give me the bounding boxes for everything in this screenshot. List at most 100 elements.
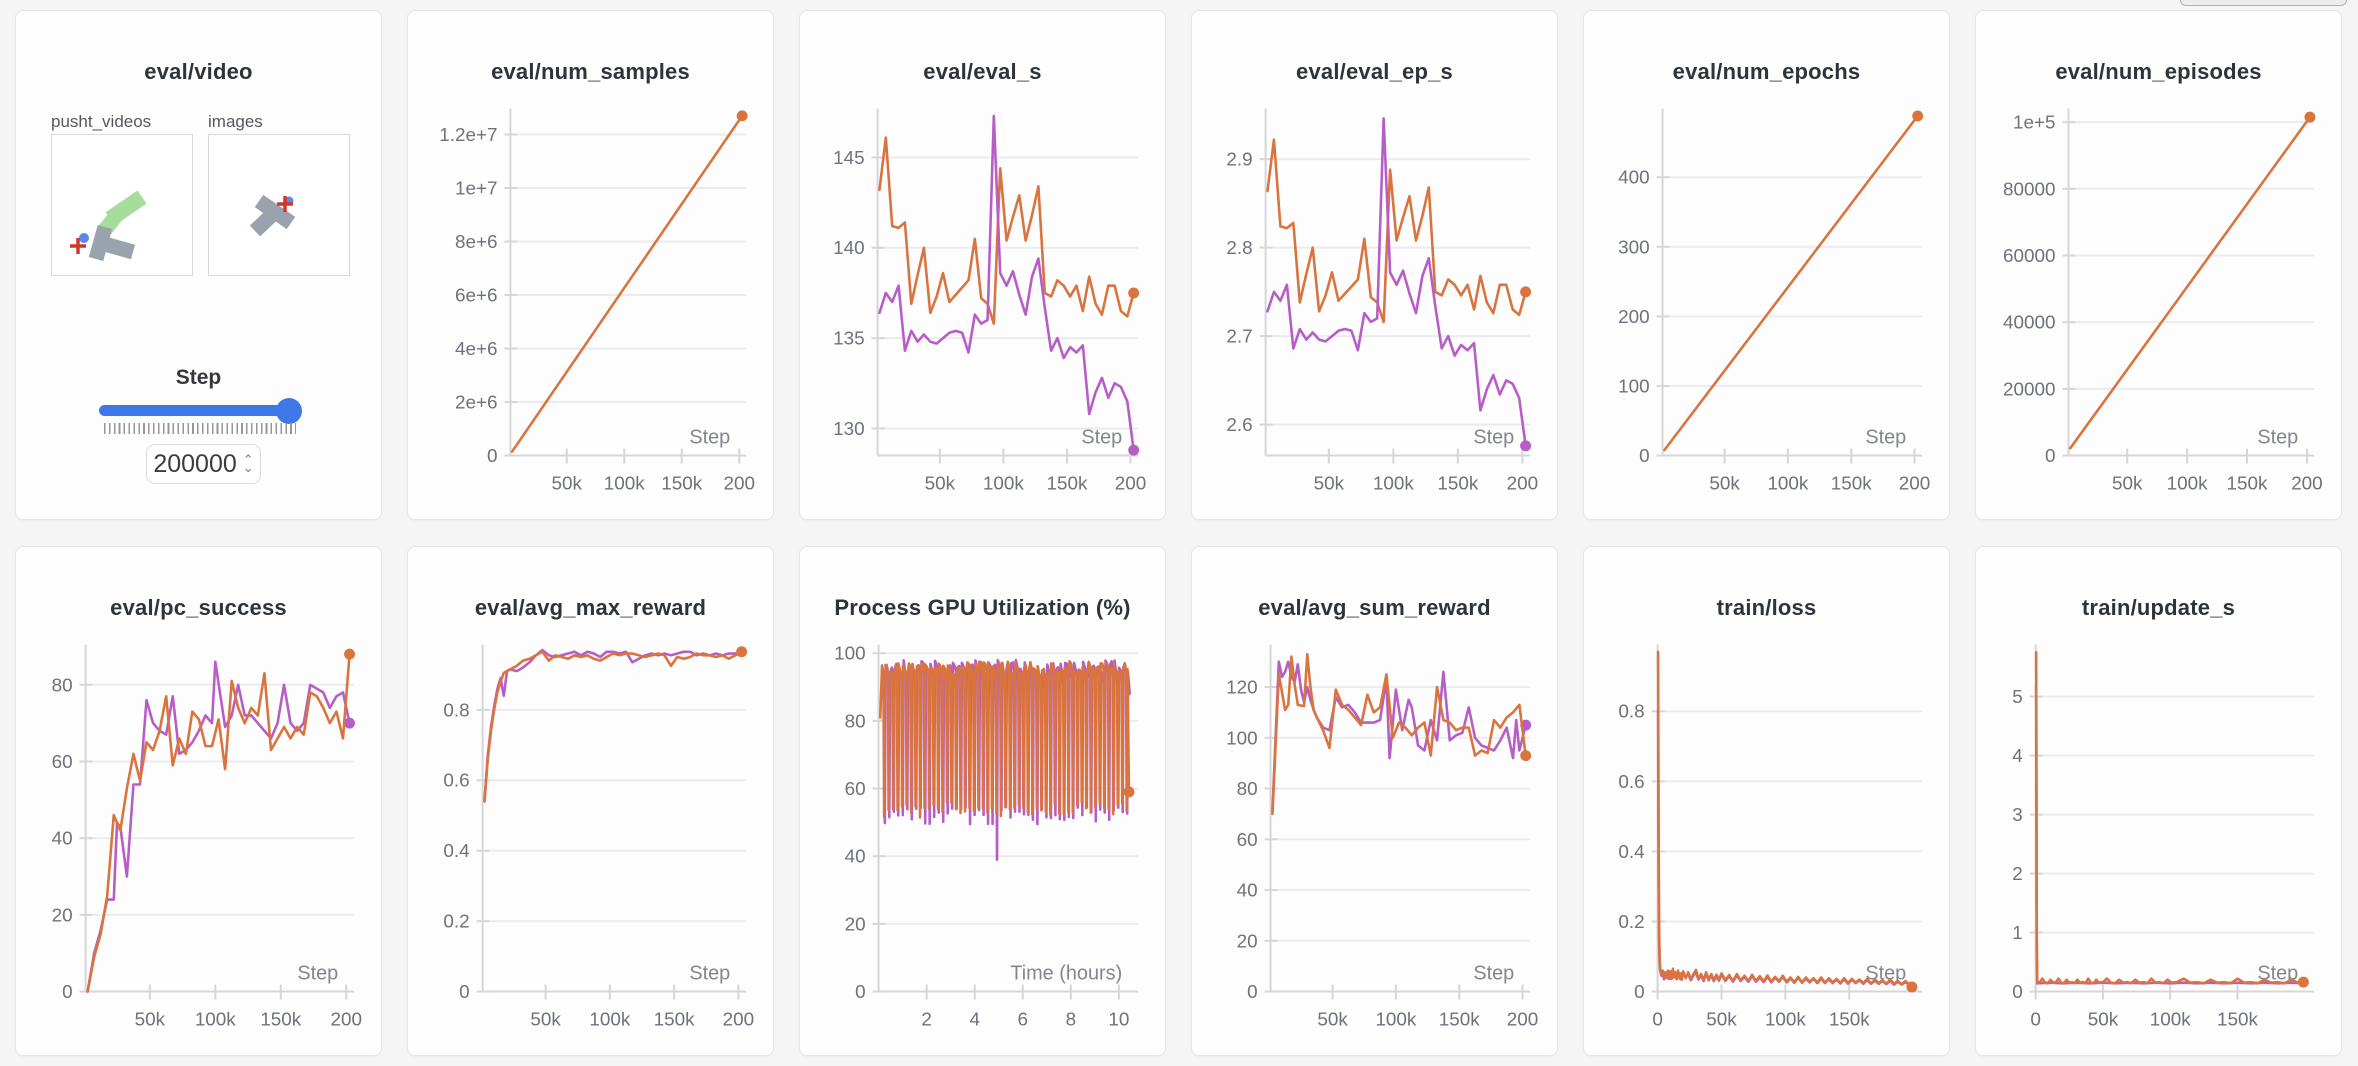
svg-text:80000: 80000 (2003, 179, 2055, 200)
svg-text:Step: Step (689, 427, 730, 449)
svg-text:50k: 50k (1317, 1009, 1348, 1030)
svg-text:150k: 150k (1437, 473, 1478, 494)
svg-text:200: 200 (331, 1009, 363, 1030)
svg-text:80: 80 (52, 675, 73, 696)
svg-text:100k: 100k (2150, 1009, 2191, 1030)
svg-text:1e+7: 1e+7 (455, 179, 498, 200)
svg-text:0: 0 (1639, 446, 1650, 467)
svg-text:0: 0 (2045, 446, 2055, 467)
svg-text:0.8: 0.8 (1618, 702, 1644, 723)
chart-canvas[interactable]: 0 20 40 60 80 100 120 50k 100k 150k 200 Step (1192, 547, 1557, 1054)
svg-text:20: 20 (1237, 931, 1258, 952)
step-slider[interactable] (99, 405, 298, 416)
panel-title: eval/num_samples (491, 59, 690, 84)
chart-canvas[interactable]: 0 1 2 3 4 5 0 50k 100k 150k Step (1976, 547, 2341, 1054)
svg-text:100k: 100k (2167, 473, 2208, 494)
svg-text:50k: 50k (1706, 1009, 1737, 1030)
chart-canvas[interactable]: 2.6 2.7 2.8 2.9 50k 100k 150k 200 Step (1192, 11, 1557, 518)
panel-eval-avg_max_reward[interactable]: eval/avg_max_reward 0 0.2 0.4 0.6 0.8 50k 100k… (407, 546, 774, 1056)
svg-text:4: 4 (2012, 746, 2023, 767)
stepper-up-icon[interactable]: ⌃ (242, 452, 254, 467)
svg-text:50k: 50k (530, 1009, 561, 1030)
svg-text:100k: 100k (983, 473, 1024, 494)
stepper-icons: ⌃ ⌄ (242, 452, 254, 475)
svg-text:100: 100 (834, 644, 866, 665)
svg-text:200: 200 (723, 1009, 755, 1030)
stepper-down-icon[interactable]: ⌄ (242, 460, 254, 475)
svg-text:0.4: 0.4 (1618, 842, 1644, 863)
svg-text:Step: Step (2257, 427, 2298, 449)
chart-canvas[interactable]: 0 20000 40000 60000 80000 1e+5 50k 100k 150k 200 S… (1976, 11, 2341, 518)
panel-eval-num_epochs[interactable]: eval/num_epochs 0 100 200 300 400 50k 100k 150k… (1583, 10, 1950, 520)
svg-text:6: 6 (1018, 1009, 1029, 1030)
panel-eval-avg_sum_reward[interactable]: eval/avg_sum_reward 0 20 40 60 80 100 120 50k 10… (1191, 546, 1558, 1056)
svg-text:150k: 150k (661, 473, 702, 494)
panel-eval-video[interactable]: eval/video pusht_videos images (15, 10, 382, 520)
panel-title: eval/eval_ep_s (1296, 59, 1453, 84)
chart-canvas[interactable]: 0 2e+6 4e+6 6e+6 8e+6 1e+7 1.2e+7 50k 100k 150k 20… (408, 11, 773, 518)
svg-text:20: 20 (845, 914, 866, 935)
chart-canvas[interactable]: 0 20 40 60 80 100 2 4 6 8 10 Time (hours) (800, 547, 1165, 1054)
svg-text:145: 145 (833, 148, 865, 169)
panel-eval-pc_success[interactable]: eval/pc_success 0 20 40 60 80 50k 100k 150k 200 S… (15, 546, 382, 1056)
panel-train-loss[interactable]: train/loss 0 0.2 0.4 0.6 0.8 0 50k 100k 150k Step (1583, 546, 1950, 1056)
chart-canvas[interactable]: 0 0.2 0.4 0.6 0.8 50k 100k 150k 200 Step (408, 547, 773, 1054)
svg-text:20000: 20000 (2003, 379, 2055, 400)
chart-canvas[interactable]: 130 135 140 145 50k 100k 150k 200 Step (800, 11, 1165, 518)
svg-text:1.2e+7: 1.2e+7 (439, 125, 497, 146)
step-slider-thumb[interactable] (276, 398, 302, 424)
svg-text:200: 200 (1899, 473, 1931, 494)
svg-text:200: 200 (1115, 473, 1147, 494)
step-value-input[interactable]: 200000 ⌃ ⌄ (146, 444, 261, 484)
svg-text:60: 60 (52, 752, 73, 773)
svg-text:5: 5 (2012, 687, 2023, 708)
step-value[interactable]: 200000 (153, 449, 237, 478)
panel-gpu-utilization[interactable]: Process GPU Utilization (%) 0 20 40 60 80 100… (799, 546, 1166, 1056)
svg-text:200: 200 (2291, 473, 2323, 494)
svg-text:100k: 100k (1375, 1009, 1416, 1030)
svg-text:10: 10 (1108, 1009, 1129, 1030)
panel-title: Process GPU Utilization (%) (834, 595, 1131, 620)
svg-text:200: 200 (1507, 1009, 1539, 1030)
svg-text:Step: Step (1865, 427, 1906, 449)
svg-text:0.2: 0.2 (1618, 912, 1644, 933)
media-group-label: images (208, 112, 263, 131)
chart-canvas[interactable]: 0 20 40 60 80 50k 100k 150k 200 Step (16, 547, 381, 1054)
svg-text:0: 0 (2030, 1009, 2041, 1030)
svg-text:Step: Step (1081, 427, 1122, 449)
video-thumbnail-pusht[interactable] (51, 134, 193, 276)
pusht-scene-image (70, 190, 147, 262)
svg-text:0.4: 0.4 (443, 841, 469, 862)
svg-text:100k: 100k (589, 1009, 630, 1030)
panel-title: eval/avg_sum_reward (1258, 595, 1491, 620)
media-group-label: pusht_videos (51, 112, 152, 131)
pusht-scene-image (249, 194, 296, 237)
svg-text:150k: 150k (1829, 1009, 1870, 1030)
svg-text:100k: 100k (195, 1009, 236, 1030)
svg-text:100k: 100k (1767, 473, 1808, 494)
panel-title: train/update_s (2081, 595, 2236, 620)
svg-text:150k: 150k (2217, 1009, 2258, 1030)
svg-text:120: 120 (1226, 678, 1258, 699)
svg-text:40: 40 (52, 829, 73, 850)
svg-text:300: 300 (1618, 237, 1650, 258)
panel-eval-num_samples[interactable]: eval/num_samples 0 2e+6 4e+6 6e+6 8e+6 1e+7 1.… (407, 10, 774, 520)
svg-text:200: 200 (1618, 307, 1650, 328)
svg-text:100: 100 (1618, 376, 1650, 397)
svg-text:150k: 150k (2227, 473, 2268, 494)
svg-text:8: 8 (1066, 1009, 1077, 1030)
svg-text:0: 0 (459, 982, 470, 1003)
panel-train-update_s[interactable]: train/update_s 0 1 2 3 4 5 0 50k 100k 150k Step (1975, 546, 2342, 1056)
panel-eval-num_episodes[interactable]: eval/num_episodes 0 20000 40000 60000 80000 1… (1975, 10, 2342, 520)
panel-eval-eval_ep_s[interactable]: eval/eval_ep_s 2.6 2.7 2.8 2.9 50k 100k 150k 20… (1191, 10, 1558, 520)
svg-text:100k: 100k (1373, 473, 1414, 494)
panel-title: eval/num_epochs (1672, 59, 1861, 84)
video-thumbnail-images[interactable] (208, 134, 350, 276)
svg-text:Step: Step (1473, 963, 1514, 985)
panel-eval-eval_s[interactable]: eval/eval_s 130 135 140 145 50k 100k 150k 200 St… (799, 10, 1166, 520)
svg-text:80: 80 (1237, 779, 1258, 800)
svg-text:150k: 150k (1439, 1009, 1480, 1030)
chart-canvas[interactable]: 0 100 200 300 400 50k 100k 150k 200 Step (1584, 11, 1949, 518)
svg-text:0: 0 (855, 982, 866, 1003)
